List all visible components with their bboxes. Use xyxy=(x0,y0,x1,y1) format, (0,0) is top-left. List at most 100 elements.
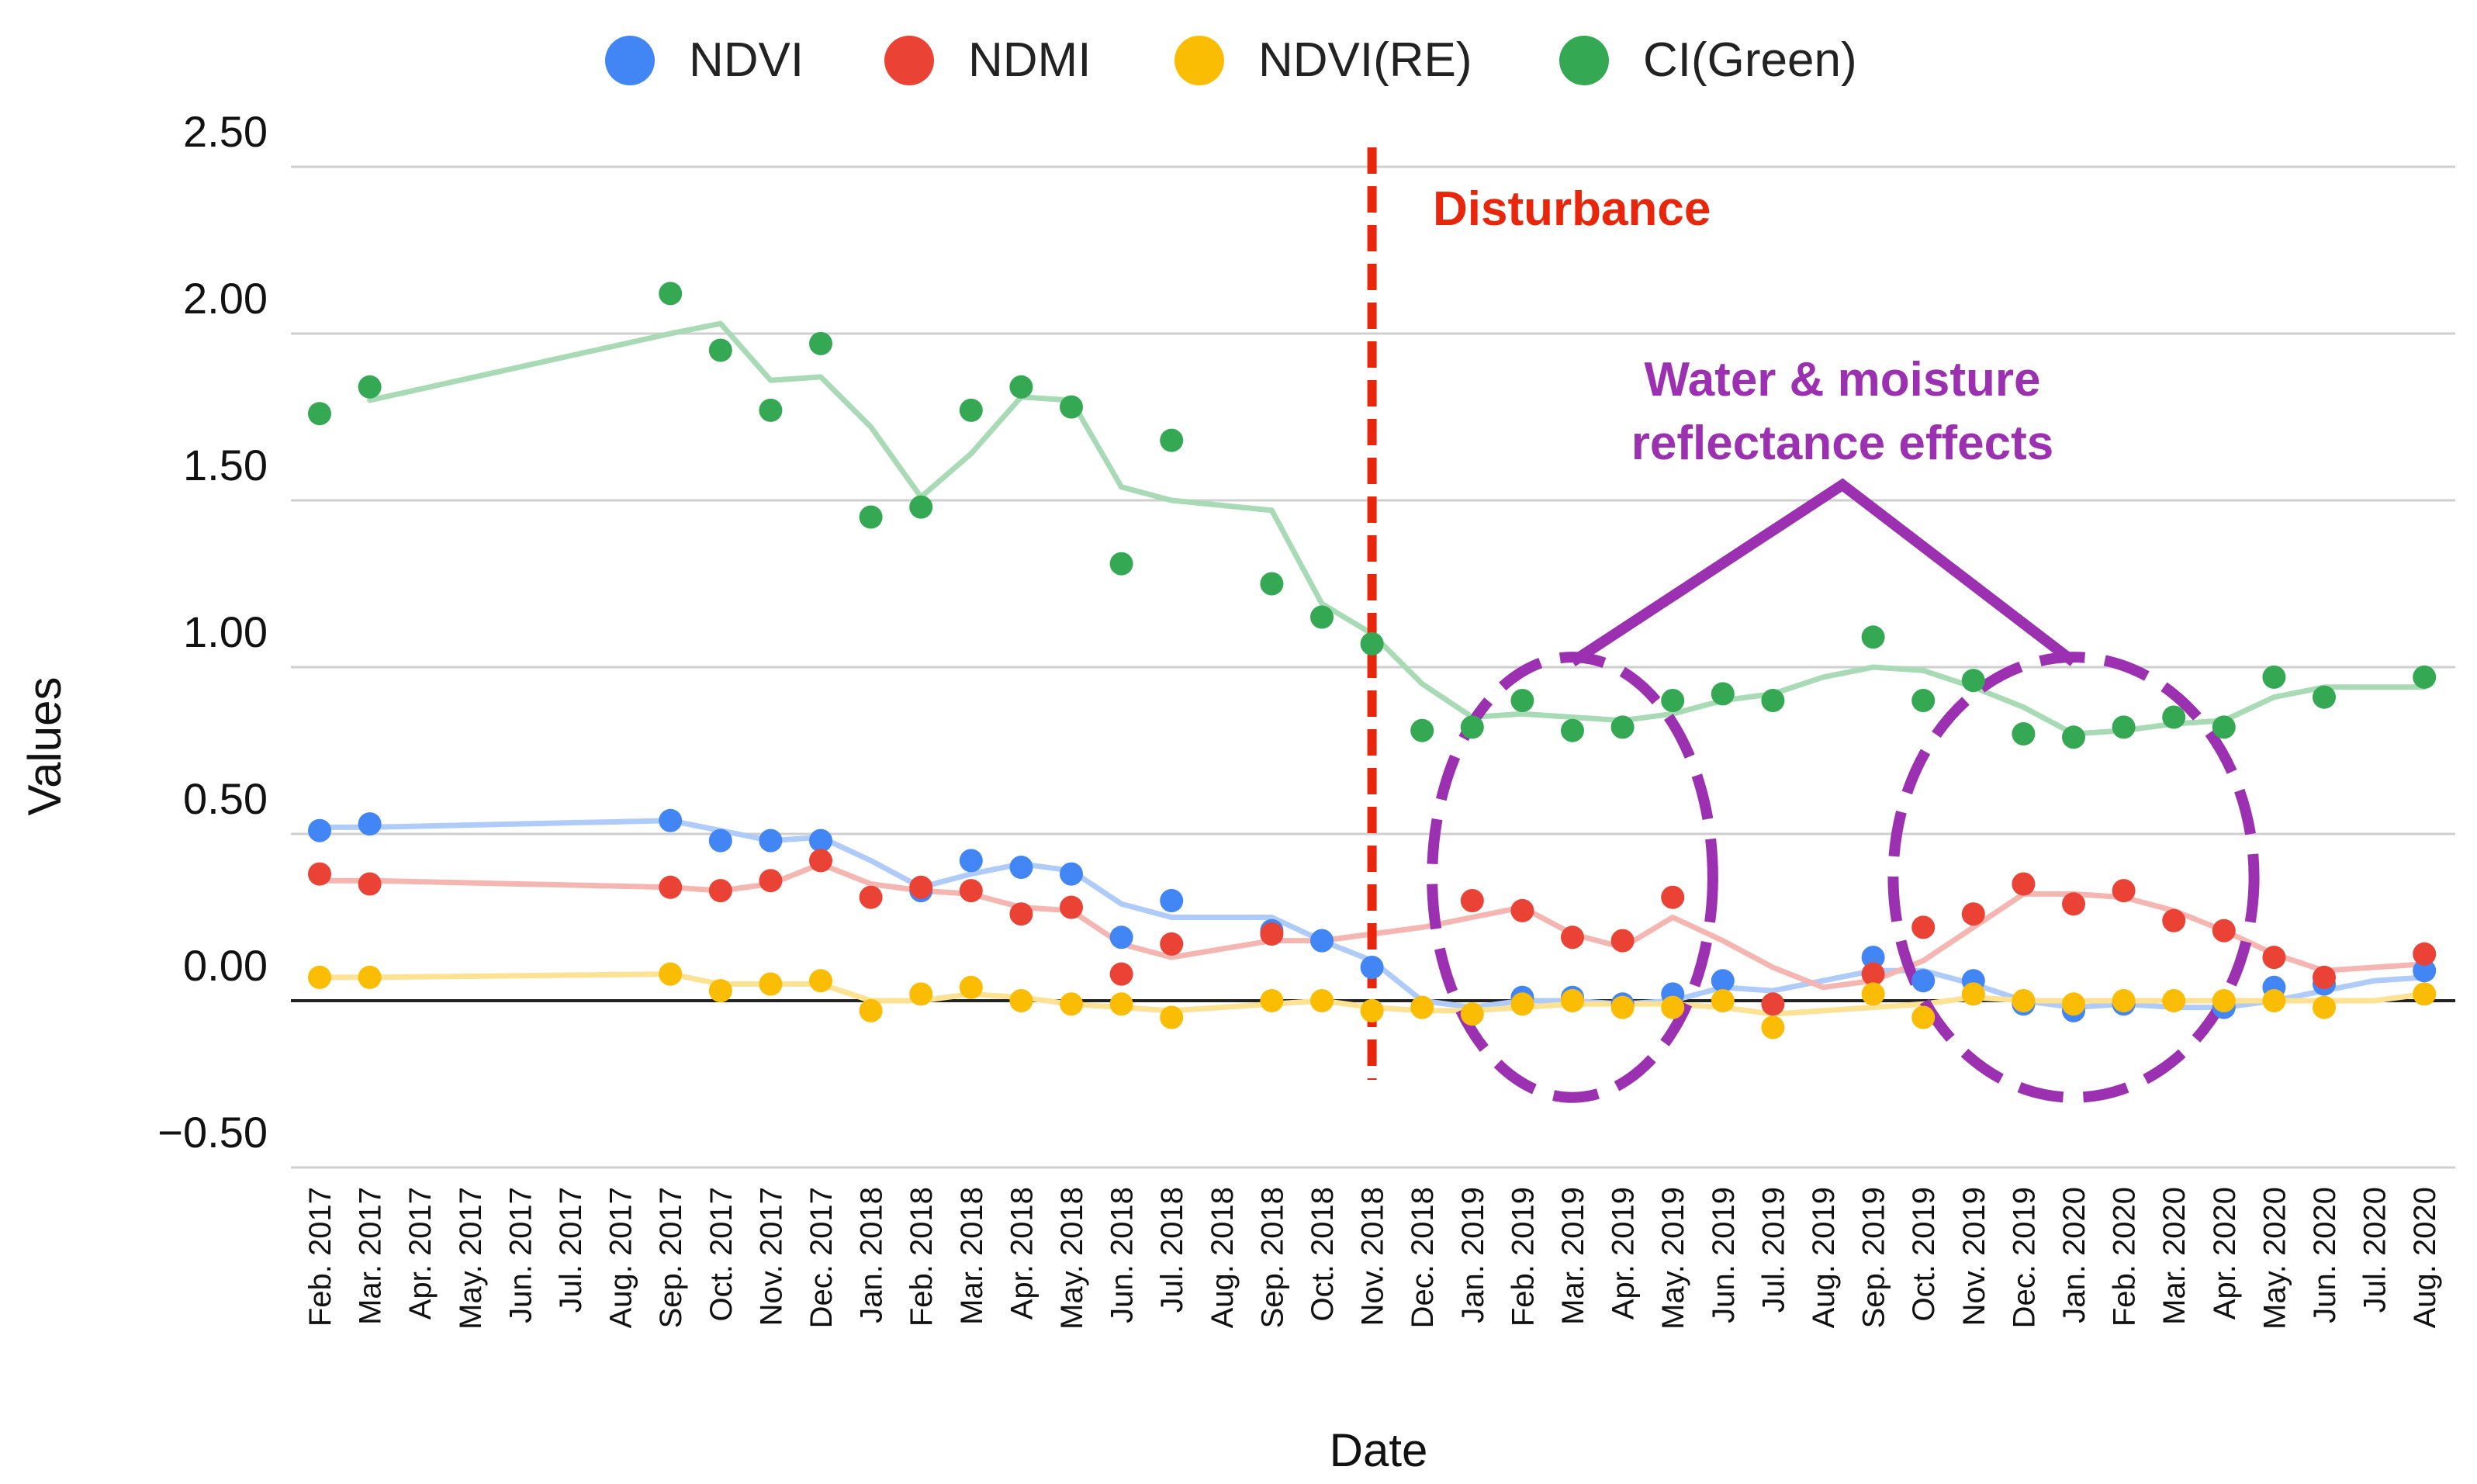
data-point-ndvi xyxy=(2413,959,2437,983)
data-point-ndmi xyxy=(2313,965,2336,989)
data-point-ndvi xyxy=(809,828,832,853)
legend-marker-ci-green xyxy=(1559,36,1609,85)
data-point-ci-green xyxy=(2162,705,2186,729)
x-tick-label: Aug. 2020 xyxy=(2408,1187,2442,1328)
data-point-ndvi xyxy=(759,828,783,853)
data-point-ci-green xyxy=(308,402,331,426)
data-point-ndmi xyxy=(759,869,783,893)
data-point-ndmi xyxy=(1260,922,1284,946)
water-effects-label-line1: Water & moisture xyxy=(1644,353,2040,406)
data-point-ndmi xyxy=(308,862,331,886)
x-tick-label: Apr. 2017 xyxy=(403,1187,438,1320)
x-tick-label: Sep. 2017 xyxy=(654,1187,688,1328)
data-point-ci-green xyxy=(1460,715,1484,739)
data-point-ci-green xyxy=(1661,689,1685,712)
legend-marker-ndvi xyxy=(605,36,655,85)
annotation-bracket xyxy=(1569,478,2077,666)
x-tick-label: Aug. 2019 xyxy=(1807,1187,1841,1328)
data-point-ndvi-re xyxy=(1961,982,1985,1006)
disturbance-label: Disturbance xyxy=(1433,182,1711,236)
y-axis-title: Values xyxy=(19,676,71,815)
data-point-ci-green xyxy=(1160,428,1184,452)
data-point-ndmi xyxy=(1510,898,1534,922)
x-tick-label: Feb. 2017 xyxy=(303,1187,337,1327)
data-point-ndvi xyxy=(1911,969,1936,993)
data-point-ndvi-re xyxy=(2413,982,2437,1006)
data-point-ndmi xyxy=(659,875,683,899)
data-point-ndmi xyxy=(809,849,832,873)
data-point-ndmi xyxy=(859,885,883,909)
x-tick-label: Nov. 2019 xyxy=(1957,1187,1991,1326)
data-point-ndvi-re xyxy=(1711,989,1735,1012)
legend-item-ndvi-re: NDVI(RE) xyxy=(1174,33,1472,87)
data-point-ndvi xyxy=(959,849,983,873)
y-tick-label: 0.50 xyxy=(183,774,268,823)
x-tick-label: Jun. 2020 xyxy=(2308,1187,2342,1323)
legend-item-ndmi: NDMI xyxy=(884,33,1091,87)
data-point-ndvi-re xyxy=(308,965,331,989)
x-tick-label: Mar. 2018 xyxy=(955,1187,989,1325)
data-point-ndmi xyxy=(2162,908,2186,932)
x-tick-label: Dec. 2018 xyxy=(1406,1187,1440,1328)
legend-item-ci-green: CI(Green) xyxy=(1559,33,1857,87)
data-point-ci-green xyxy=(1060,395,1083,419)
x-tick-label: Jan. 2019 xyxy=(1456,1187,1490,1323)
x-tick-label: Oct. 2019 xyxy=(1907,1187,1941,1321)
data-point-ndvi-re xyxy=(1510,992,1534,1016)
data-point-ndvi-re xyxy=(2012,989,2036,1012)
data-point-ndmi xyxy=(358,872,382,896)
data-point-ndvi-re xyxy=(1661,995,1685,1019)
x-tick-label: Jul. 2019 xyxy=(1756,1187,1790,1313)
data-point-ndmi xyxy=(708,879,732,903)
x-tick-label: Aug. 2018 xyxy=(1206,1187,1240,1328)
x-axis-ticks: Feb. 2017 Mar. 2017 Apr. 2017 May. 2017 Jun.… xyxy=(303,1187,2442,1330)
x-tick-label: Feb. 2018 xyxy=(905,1187,939,1327)
data-point-ci-green xyxy=(2262,665,2286,689)
x-tick-label: Nov. 2018 xyxy=(1356,1187,1390,1326)
data-point-ndmi xyxy=(1009,902,1033,926)
data-point-ci-green xyxy=(1009,375,1033,399)
data-point-ndvi-re xyxy=(1109,992,1133,1016)
data-point-ci-green xyxy=(1360,631,1384,656)
y-tick-label: 2.50 xyxy=(183,107,268,156)
x-tick-label: Dec. 2017 xyxy=(804,1187,839,1328)
data-point-ci-green xyxy=(1911,689,1936,712)
x-tick-label: Mar. 2019 xyxy=(1556,1187,1590,1325)
data-point-ndvi xyxy=(1360,956,1384,979)
data-point-ndvi-re xyxy=(2112,989,2136,1012)
data-point-ndvi-re xyxy=(2062,992,2085,1016)
data-point-ndmi xyxy=(1961,902,1985,926)
data-point-ndvi-re xyxy=(1360,998,1384,1022)
data-point-ndvi-re xyxy=(1460,1002,1484,1026)
series-points-ndvi-re xyxy=(308,962,2437,1039)
data-point-ndvi-re xyxy=(909,982,933,1006)
y-axis-ticks: 2.50 2.00 1.50 1.00 0.50 0.00 −0.50 xyxy=(157,107,268,1157)
data-point-ndvi xyxy=(1310,929,1334,953)
legend-marker-ndmi xyxy=(884,36,934,85)
data-point-ndvi xyxy=(1060,862,1083,886)
x-tick-label: Jan. 2020 xyxy=(2057,1187,2091,1323)
data-point-ci-green xyxy=(1761,689,1785,712)
data-point-ndvi-re xyxy=(708,979,732,1003)
data-point-ndvi-re xyxy=(1310,989,1334,1012)
data-point-ndmi xyxy=(959,879,983,903)
data-point-ndmi xyxy=(1160,932,1184,956)
x-tick-label: Jun. 2018 xyxy=(1105,1187,1140,1323)
water-effects-label-line2: reflectance effects xyxy=(1631,417,2054,470)
data-point-ndvi xyxy=(358,812,382,836)
legend-label-ndvi: NDVI xyxy=(689,33,804,87)
data-point-ndvi-re xyxy=(809,969,832,993)
legend-label-ndvi-re: NDVI(RE) xyxy=(1258,33,1472,87)
data-point-ndvi-re xyxy=(1060,992,1083,1016)
data-point-ndmi xyxy=(1911,915,1936,939)
data-point-ndmi xyxy=(909,875,933,899)
x-tick-label: May. 2018 xyxy=(1055,1187,1089,1330)
data-point-ndvi xyxy=(1861,946,1885,970)
series-points-ndvi xyxy=(308,808,2437,1022)
data-point-ci-green xyxy=(2212,715,2236,739)
data-point-ndmi xyxy=(2012,872,2036,896)
data-point-ndmi xyxy=(2112,879,2136,903)
data-point-ndvi-re xyxy=(2262,989,2286,1012)
x-tick-label: Feb. 2020 xyxy=(2108,1187,2142,1327)
series-points-ndmi xyxy=(308,849,2437,1016)
